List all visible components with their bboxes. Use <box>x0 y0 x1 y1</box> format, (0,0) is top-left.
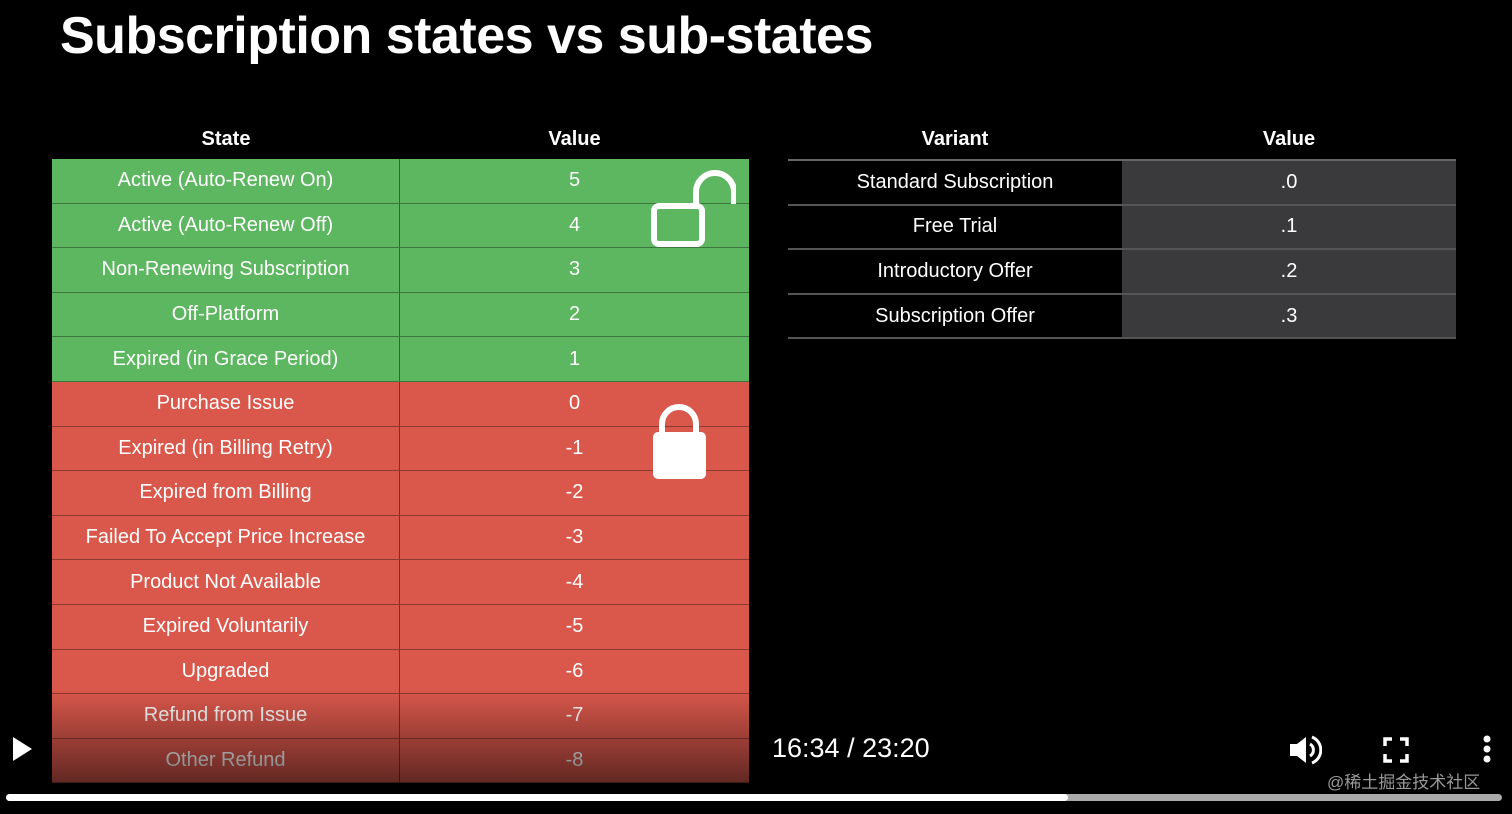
state-row: Active (Auto-Renew Off) 4 <box>52 203 749 249</box>
unlocked-icon <box>651 170 736 247</box>
fade-overlay <box>52 690 749 783</box>
state-name: Expired (in Grace Period) <box>52 337 400 381</box>
state-value: 2 <box>568 303 581 326</box>
state-name: Off-Platform <box>52 292 400 337</box>
variant-value: .2 <box>1122 250 1456 293</box>
state-row: Off-Platform 2 <box>52 292 749 338</box>
state-value: -2 <box>565 481 584 504</box>
state-row: Expired (in Billing Retry) -1 <box>52 426 749 472</box>
locked-icon <box>653 404 706 479</box>
state-row: Expired from Billing -2 <box>52 471 749 516</box>
state-name: Expired (in Billing Retry) <box>52 426 400 471</box>
variant-header: Variant <box>921 128 989 150</box>
state-row: Product Not Available -4 <box>52 560 749 605</box>
progress-fill <box>6 794 1069 801</box>
variant-row: Subscription Offer .3 <box>788 294 1456 340</box>
state-name: Expired Voluntarily <box>52 604 400 649</box>
variants-table: Variant Value Standard Subscription .0 Free… <box>788 120 1456 340</box>
state-name: Non-Renewing Subscription <box>52 248 400 292</box>
variant-value: .0 <box>1122 161 1456 204</box>
state-row: Upgraded -6 <box>52 649 749 695</box>
state-row: Expired (in Grace Period) 1 <box>52 337 749 382</box>
state-value: 4 <box>568 213 581 236</box>
state-name: Purchase Issue <box>52 381 400 426</box>
fullscreen-icon[interactable] <box>1383 737 1409 763</box>
state-value: 3 <box>568 258 581 281</box>
state-name: Active (Auto-Renew On) <box>52 159 400 203</box>
watermark: @稀土掘金技术社区 <box>1327 773 1481 792</box>
state-value: -3 <box>565 526 584 549</box>
state-value: -6 <box>565 659 584 682</box>
variant-name: Introductory Offer <box>877 259 1033 282</box>
variant-name: Free Trial <box>912 215 998 238</box>
state-value: 5 <box>568 169 581 192</box>
state-value: -5 <box>565 615 584 638</box>
state-name: Expired from Billing <box>52 471 400 515</box>
states-table: State Value Active (Auto-Renew On) 5 Active… <box>52 120 749 784</box>
variant-name: Standard Subscription <box>856 170 1054 193</box>
variant-value: .1 <box>1122 205 1456 249</box>
state-value: -4 <box>565 570 584 593</box>
progress-bar[interactable] <box>6 794 1502 801</box>
state-row: Failed To Accept Price Increase -3 <box>52 515 749 561</box>
more-options-icon[interactable] <box>1480 735 1494 765</box>
state-row: Non-Renewing Subscription 3 <box>52 248 749 293</box>
state-name: Product Not Available <box>52 560 400 604</box>
state-row: Expired Voluntarily -5 <box>52 604 749 650</box>
variant-name: Subscription Offer <box>875 304 1035 327</box>
state-name: Upgraded <box>52 649 400 694</box>
state-header: State <box>201 128 251 150</box>
time-display: 16:34 / 23:20 <box>772 733 930 764</box>
state-row: Active (Auto-Renew On) 5 <box>52 159 749 204</box>
state-value: 1 <box>568 347 581 370</box>
play-button[interactable] <box>13 737 32 761</box>
volume-icon[interactable] <box>1288 734 1322 766</box>
state-row: Purchase Issue 0 <box>52 381 749 427</box>
state-value: 0 <box>568 392 581 415</box>
current-time: 16:34 <box>772 733 840 763</box>
variant-value-header: Value <box>1262 128 1316 150</box>
state-value: -1 <box>565 436 584 459</box>
state-name: Active (Auto-Renew Off) <box>52 203 400 248</box>
state-name: Failed To Accept Price Increase <box>52 515 400 560</box>
variant-value: .3 <box>1122 294 1456 338</box>
value-header: Value <box>548 128 601 150</box>
duration: 23:20 <box>862 733 930 763</box>
variant-row: Introductory Offer .2 <box>788 250 1456 295</box>
slide-title: Subscription states vs sub-states <box>60 7 873 65</box>
variant-row: Free Trial .1 <box>788 205 1456 251</box>
time-separator: / <box>847 733 855 763</box>
variant-row: Standard Subscription .0 <box>788 161 1456 206</box>
